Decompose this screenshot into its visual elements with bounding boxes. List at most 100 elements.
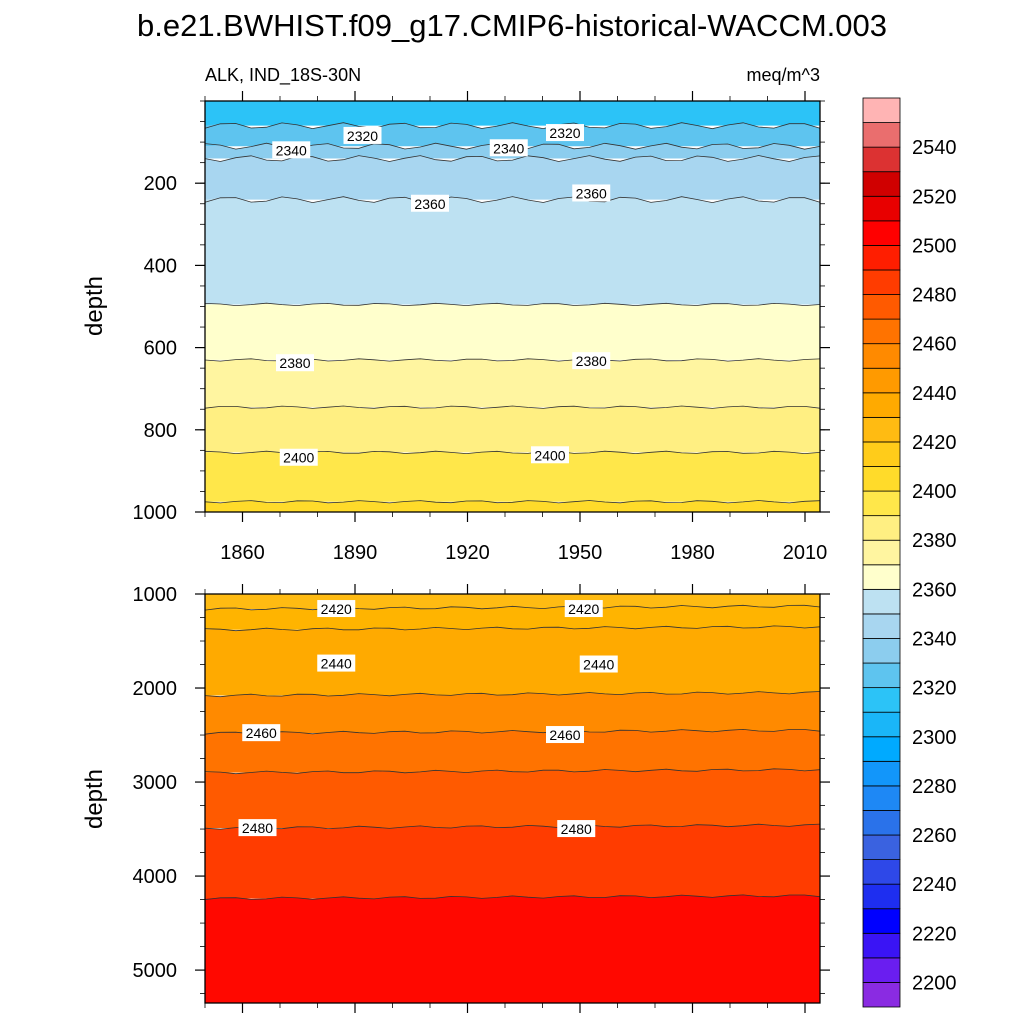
contour-label: 2400 — [279, 448, 318, 466]
contour-label-text: 2380 — [279, 355, 310, 371]
contour-label: 2320 — [343, 126, 382, 144]
contour-line — [204, 894, 821, 900]
contour-label-text: 2320 — [347, 128, 378, 144]
contour-label-text: 2360 — [576, 185, 607, 201]
contour-label-text: 2420 — [568, 601, 599, 617]
colorbar-swatch — [862, 859, 901, 885]
colorbar-swatch — [862, 932, 901, 959]
colorbar-label: 2540 — [912, 137, 957, 159]
contour-label-text: 2400 — [283, 450, 314, 466]
contour-line — [204, 196, 821, 204]
contour-label-text: 2340 — [276, 142, 307, 158]
contour-line — [204, 302, 821, 307]
y-tick-label: 1000 — [133, 502, 178, 524]
contour-label-box — [276, 354, 314, 372]
colorbar-swatch — [862, 122, 901, 148]
contour-label-box — [317, 654, 356, 672]
contour-label: 2380 — [572, 352, 611, 370]
colorbar-swatch — [862, 564, 901, 590]
units-label: meq/m^3 — [747, 65, 820, 85]
colorbar-swatch — [862, 810, 901, 836]
contour-label-box — [279, 448, 318, 466]
contour-label-text: 2460 — [246, 725, 277, 741]
colorbar-swatch — [862, 588, 901, 615]
x-tick-label: 1920 — [445, 542, 490, 564]
colorbar-swatch — [862, 834, 901, 860]
colorbar-swatch — [862, 662, 901, 689]
contour-label: 2320 — [546, 124, 584, 142]
colorbar-label: 2460 — [912, 334, 957, 356]
contour-label: 2340 — [272, 141, 311, 159]
colorbar-swatch — [862, 392, 901, 418]
contour-label-box — [411, 194, 449, 212]
contour-line — [204, 625, 821, 632]
contour-band — [205, 358, 820, 408]
colorbar-label: 2260 — [912, 825, 957, 847]
colorbar-swatch — [862, 171, 901, 197]
contour-label-box — [564, 600, 603, 618]
colorbar-swatch — [862, 195, 901, 222]
contour-line — [204, 604, 821, 611]
contour-label-box — [531, 446, 569, 464]
contour-label-text: 2440 — [321, 656, 352, 672]
colorbar-swatch — [862, 269, 901, 295]
contour-band — [205, 500, 820, 512]
contour-band — [205, 605, 820, 630]
upper-panel: 2320 2320 2340 2340 2360 2360 2380 2380 2400 2400… — [133, 91, 830, 564]
colorbar-swatch — [862, 343, 901, 369]
x-tick-label: 1980 — [670, 542, 715, 564]
x-tick-label: 1890 — [333, 542, 378, 564]
contour-band — [205, 625, 820, 696]
contour-label-text: 2380 — [576, 353, 607, 369]
colorbar-swatch — [862, 466, 901, 492]
contour-band — [205, 729, 820, 773]
colorbar-label: 2520 — [912, 186, 957, 208]
x-tick-label: 1950 — [558, 542, 603, 564]
contour-label-box — [343, 126, 382, 144]
contour-label: 2380 — [276, 354, 314, 372]
contour-label: 2480 — [238, 819, 277, 837]
contour-line — [204, 823, 821, 830]
colorbar-swatch — [862, 760, 901, 787]
chart-title: b.e21.BWHIST.f09_g17.CMIP6-historical-WA… — [137, 8, 887, 43]
contour-line — [204, 768, 821, 775]
contour-label-text: 2400 — [534, 447, 565, 463]
colorbar-label: 2280 — [912, 776, 957, 798]
colorbar-label: 2240 — [912, 874, 957, 896]
contour-label: 2420 — [317, 600, 356, 618]
contour-label: 2460 — [242, 724, 281, 742]
colorbar-swatch — [862, 294, 901, 320]
contour-label: 2340 — [489, 139, 528, 157]
colorbar-swatch — [862, 711, 901, 738]
contour-label-text: 2440 — [583, 657, 614, 673]
colorbar-label: 2200 — [912, 972, 957, 994]
colorbar-swatch — [862, 736, 901, 762]
contour-label-box — [572, 184, 611, 202]
contour-label-box — [489, 139, 528, 157]
y-tick-label: 800 — [144, 420, 177, 442]
contour-band — [205, 303, 820, 360]
colorbar-label: 2360 — [912, 579, 957, 601]
contour-band — [205, 691, 820, 734]
colorbar-label: 2400 — [912, 481, 957, 503]
contour-line — [204, 405, 821, 409]
contour-label-text: 2480 — [561, 821, 592, 837]
colorbar-swatch — [862, 982, 901, 1008]
contour-line — [204, 728, 821, 735]
plot-frame — [204, 593, 821, 1004]
lower-panel: 2420 2420 2440 2440 2460 2460 2480 2480 1000 2000… — [133, 584, 830, 1013]
colorbar-swatch — [862, 367, 901, 394]
colorbar-swatch — [862, 441, 901, 467]
contour-label: 2360 — [572, 184, 611, 202]
colorbar-swatch — [862, 957, 901, 983]
y-tick-label: 200 — [144, 173, 177, 195]
colorbar-swatch — [862, 245, 901, 271]
contour-label-text: 2480 — [242, 820, 273, 836]
contour-label: 2440 — [579, 655, 618, 673]
contour-line — [204, 122, 821, 130]
contour-band — [205, 768, 820, 829]
y-tick-label: 600 — [144, 338, 177, 360]
contour-label-text: 2320 — [549, 125, 580, 141]
contour-label-box — [572, 352, 611, 370]
contour-label-text: 2420 — [321, 601, 352, 617]
